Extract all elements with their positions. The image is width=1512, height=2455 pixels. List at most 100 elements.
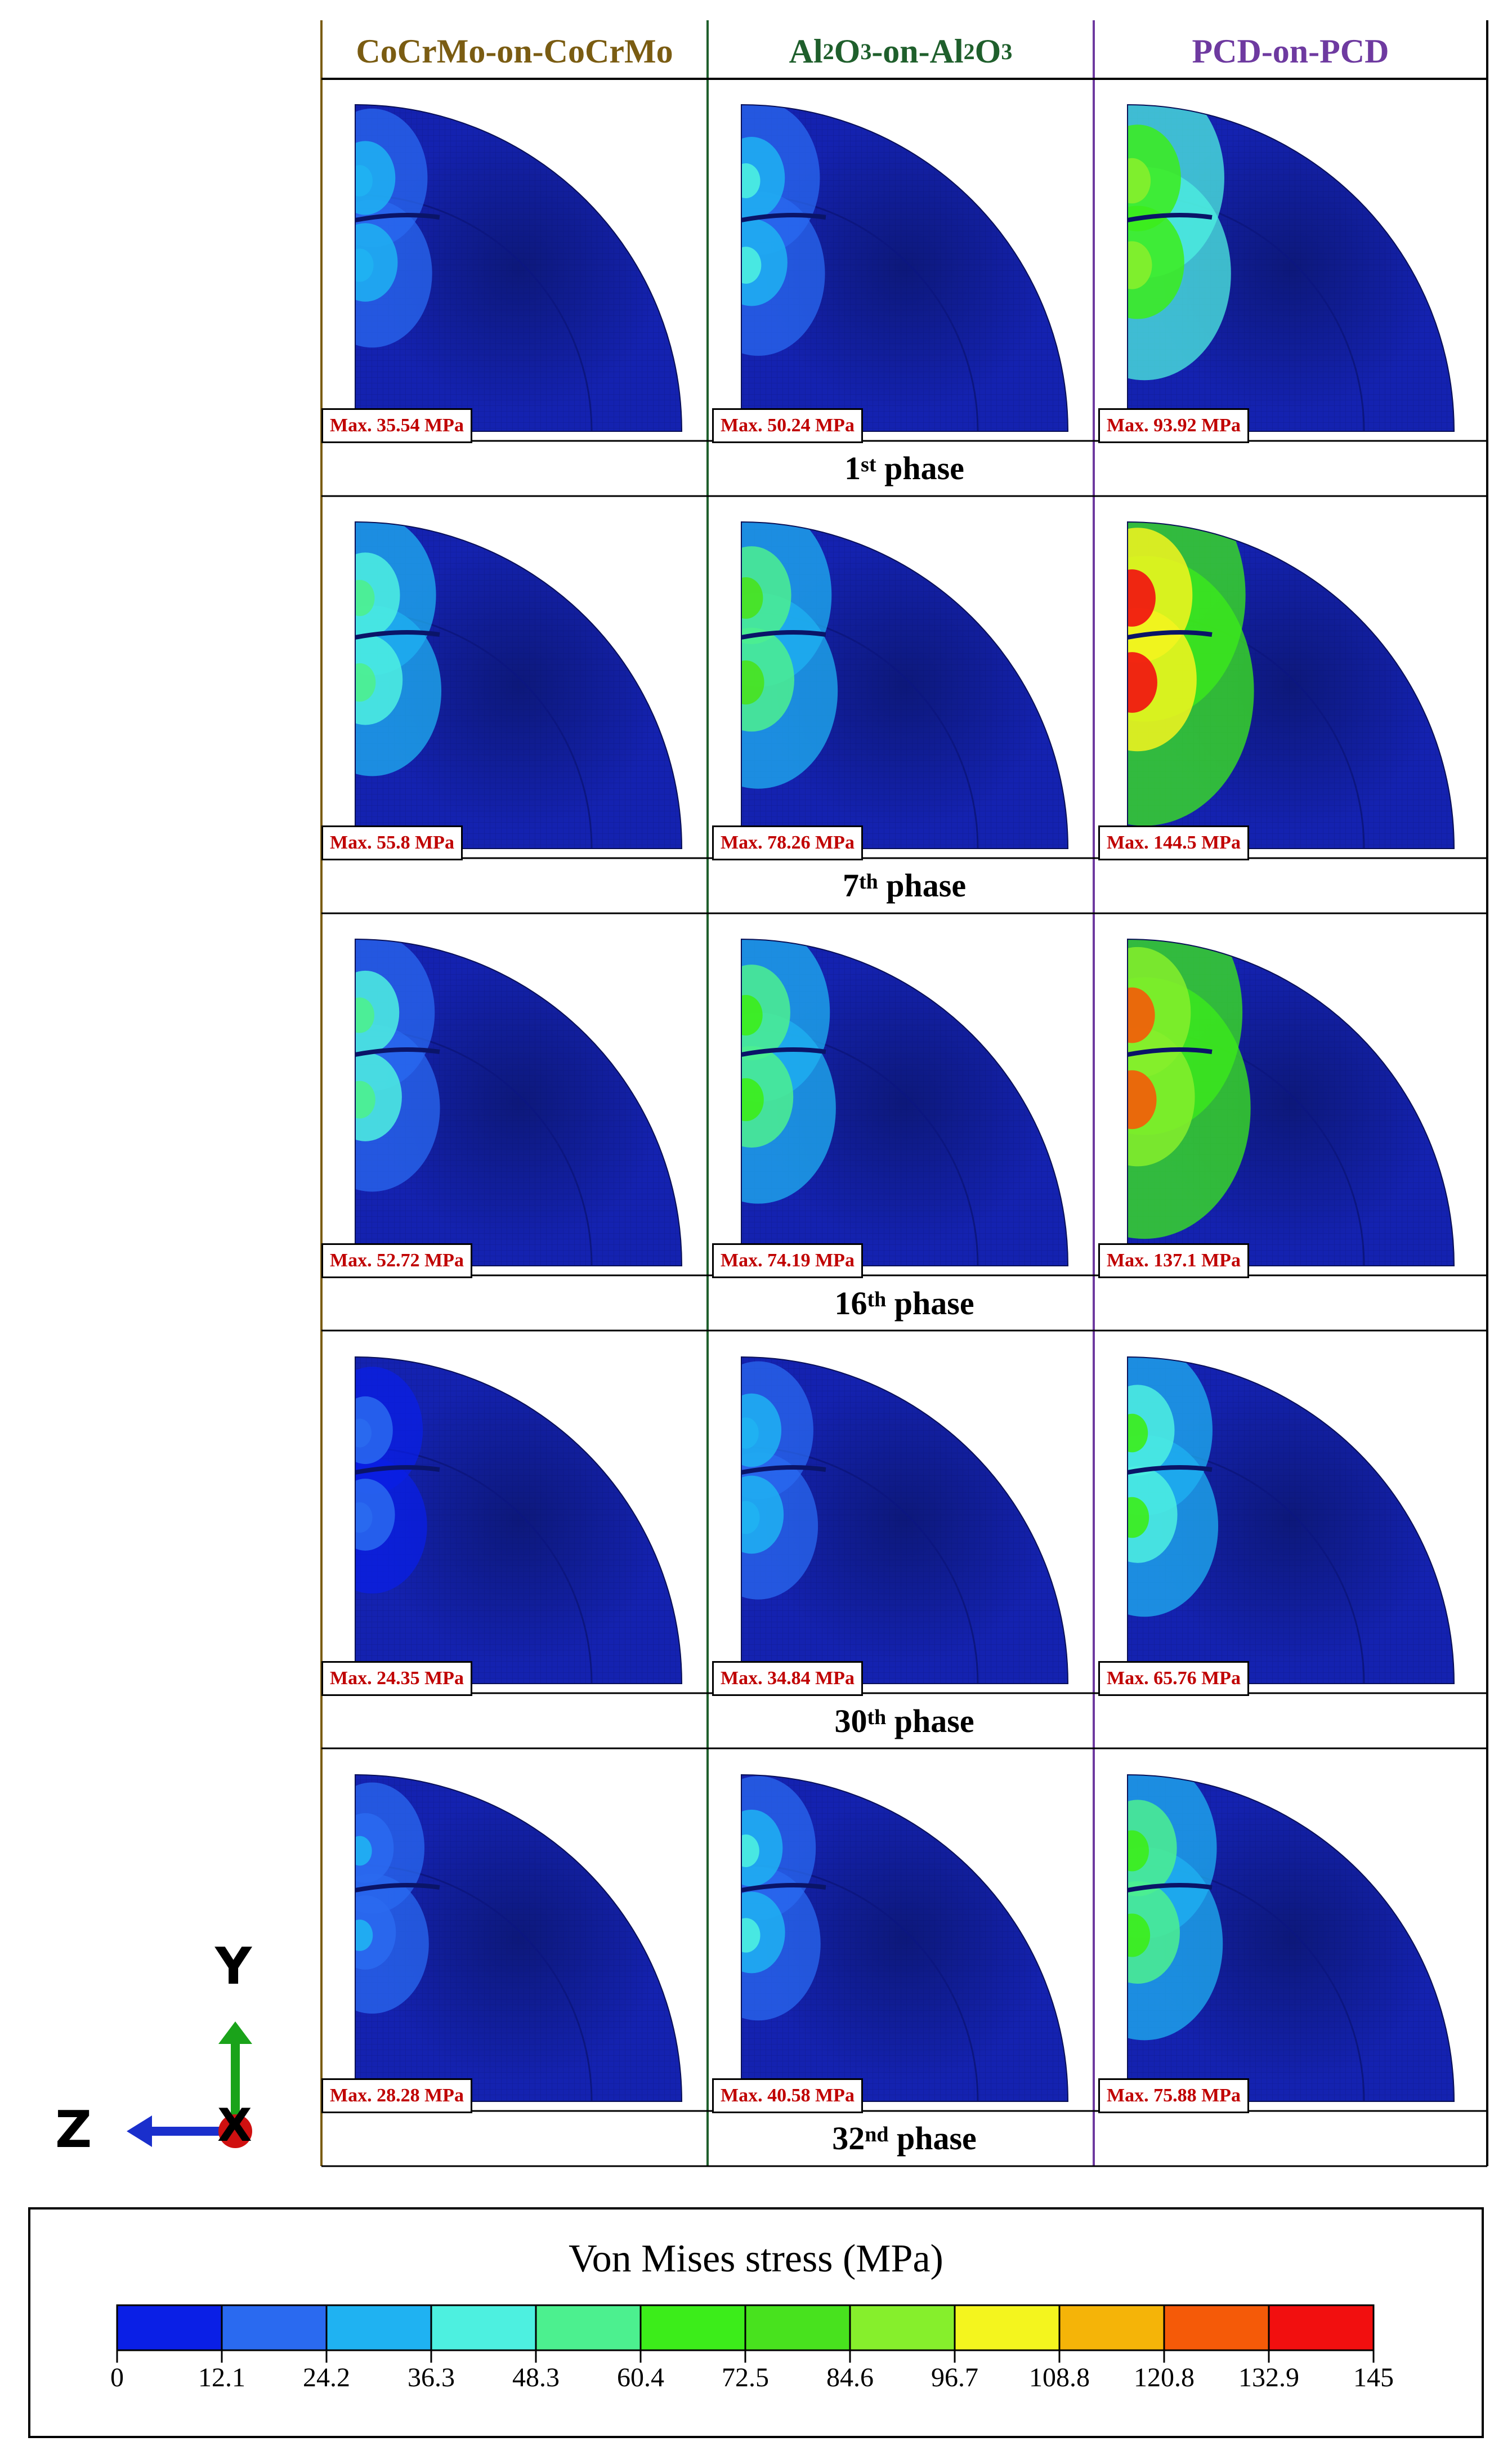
max-stress-label: Max. 74.19 MPa [712,1243,863,1278]
section-outline [1127,1774,1455,2102]
legend-swatch [535,2304,642,2351]
contact-gap [741,1883,826,1892]
column-title-pcd: PCD-on-PCD [1192,32,1389,70]
contour-peak [1128,1413,1148,1453]
fea-panel [741,521,1069,849]
section-outline [1127,521,1455,849]
contour-peak [355,1920,373,1951]
axis-label-z: Z [55,2100,92,2159]
max-stress-label: Max. 24.35 MPa [321,1661,472,1696]
contour-peak [741,1834,759,1867]
legend-tick-label: 132.9 [1238,2363,1299,2392]
contour-peak [741,1501,760,1534]
legend-swatch [744,2304,851,2351]
legend-tick-label: 36.3 [408,2363,455,2392]
contact-gap [741,213,826,222]
section-outline [741,1356,1069,1684]
contact-gap [355,1883,440,1892]
max-stress-label: Max. 137.1 MPa [1098,1243,1249,1278]
contact-gap [1128,213,1213,222]
legend-title: Von Mises stress (MPa) [569,2237,943,2280]
contact-gap [741,630,826,640]
legend-swatch [1268,2304,1375,2351]
contact-gap [741,1465,826,1475]
contour-peak [741,577,763,619]
y-axis-arrowhead [218,2021,252,2044]
fea-panel [741,1774,1069,2102]
contact-gap [741,1047,826,1057]
legend-swatch [325,2304,432,2351]
contour-peak [1128,241,1152,289]
fea-panels [355,104,1455,2102]
legend-swatch [849,2304,956,2351]
contact-gap [1128,1883,1213,1892]
legend-tick-label: 60.4 [617,2363,664,2392]
grid-lines [320,20,1488,2167]
column-title-cocrmo: CoCrMo-on-CoCrMo [356,32,673,70]
section-outline [741,521,1069,849]
legend-tick-label: 145 [1353,2363,1394,2392]
fea-panel [355,521,683,849]
fea-panel [1127,521,1455,849]
max-stress-label: Max. 52.72 MPa [321,1243,472,1278]
fea-panel [355,1356,683,1684]
legend-swatch [1058,2304,1165,2351]
contour-peak [1128,652,1157,713]
fea-panel [1127,1774,1455,2102]
max-stress-label: Max. 65.76 MPa [1098,1661,1249,1696]
section-outline [741,938,1069,1266]
contour-peak [741,1918,761,1953]
fea-panel [355,938,683,1266]
legend-tick-label: 96.7 [931,2363,978,2392]
contour-peak [741,163,761,199]
contour-peak [741,1078,764,1122]
section-outline [1127,104,1455,432]
section-outline [1127,938,1455,1266]
contour-peak [355,1081,375,1119]
contour-peak [1128,987,1155,1043]
axis-label-x: X [217,2099,252,2152]
legend-color-bar [28,2207,1484,2438]
legend-tick-label: 12.1 [198,2363,245,2392]
section-outline [355,1356,683,1684]
max-stress-label: Max. 78.26 MPa [712,825,863,860]
contour-peak [741,1417,759,1449]
section-outline [355,521,683,849]
max-stress-label: Max. 50.24 MPa [712,408,863,443]
contact-gap [1128,1047,1213,1057]
legend-tick-label: 120.8 [1134,2363,1195,2392]
contour-peak [355,1836,372,1866]
contact-gap [1128,1465,1213,1475]
max-stress-label: Max. 93.92 MPa [1098,408,1249,443]
contour-peak [1128,158,1151,204]
section-outline [355,104,683,432]
fea-panel [355,1774,683,2102]
fea-panel [1127,1356,1455,1684]
contact-gap [355,1047,440,1057]
section-outline [1127,1356,1455,1684]
axis-triad [127,2021,252,2148]
contour-peak [1128,1497,1149,1538]
legend-swatch [639,2304,746,2351]
legend-swatch [1163,2304,1270,2351]
legend-tick-label: 108.8 [1029,2363,1090,2392]
fea-panel [741,104,1069,432]
fea-panel [1127,104,1455,432]
contour-peak [1128,1913,1151,1957]
contact-gap [355,1465,440,1475]
contact-gap [355,213,440,222]
axis-label-y: Y [215,1937,252,1996]
contour-peak [355,165,373,197]
contour-peak [355,1502,373,1533]
max-stress-label: Max. 40.58 MPa [712,2078,863,2113]
legend-swatch [221,2304,328,2351]
legend-tick-label: 48.3 [512,2363,560,2392]
fea-panel [741,938,1069,1266]
contour-peak [741,660,764,705]
z-axis-arrowhead [127,2115,152,2147]
contour-peak [1128,569,1156,627]
